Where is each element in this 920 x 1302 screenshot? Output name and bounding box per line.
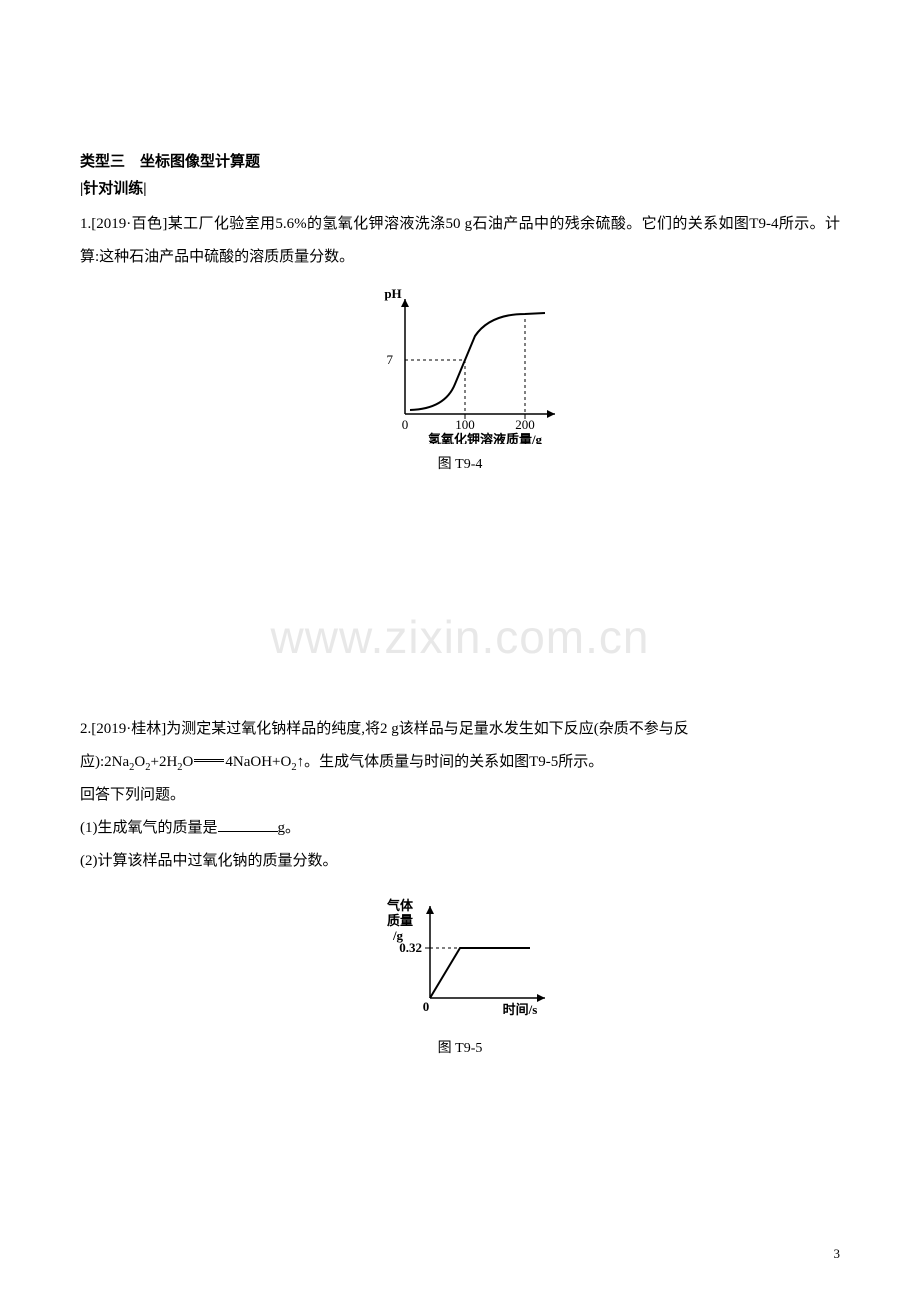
section-title: 类型三 坐标图像型计算题 xyxy=(80,150,840,171)
x-tick-0: 0 xyxy=(402,417,409,432)
q2-line1: 2.[2019·桂林]为测定某过氧化钠样品的纯度,将2 g该样品与足量水发生如下… xyxy=(80,713,840,779)
q2-part1-b: g。 xyxy=(278,820,301,836)
figure-t9-4: 7 pH 0 100 200 氢氧化钾溶液质量/g 图 T9-4 xyxy=(80,284,840,473)
q1-text: 1.[2019·百色]某工厂化验室用5.6%的氢氧化钾溶液洗涤50 g石油产品中… xyxy=(80,208,840,274)
q2-part1-a: (1)生成氧气的质量是 xyxy=(80,820,218,836)
reaction-line xyxy=(194,759,224,762)
page-content: 类型三 坐标图像型计算题 |针对训练| 1.[2019·百色]某工厂化验室用5.… xyxy=(80,150,840,1057)
x-tick-2: 200 xyxy=(515,417,535,432)
chart-t9-4: 7 pH 0 100 200 氢氧化钾溶液质量/g xyxy=(345,284,575,444)
subheader: |针对训练| xyxy=(80,177,840,198)
q2-part1: (1)生成氧气的质量是 g。 xyxy=(80,812,840,845)
y-label-l2: 质量 xyxy=(387,913,413,928)
q2-text-g: ↑。生成气体质量与时间的关系如图T9-5所示。 xyxy=(297,754,604,770)
figure-t9-4-caption: 图 T9-4 xyxy=(80,453,840,473)
x-axis-label-2: 时间/s xyxy=(503,1002,538,1017)
q2-line2: 回答下列问题。 xyxy=(80,779,840,812)
q2-text-d: +2H xyxy=(151,754,178,770)
chart-t9-5: 0.32 气体 质量 /g 0 时间/s xyxy=(360,888,560,1028)
page-number: 3 xyxy=(834,1246,841,1262)
x-axis-label: 氢氧化钾溶液质量/g xyxy=(428,432,543,444)
y-mark: 7 xyxy=(387,352,394,367)
figure-t9-5-caption: 图 T9-5 xyxy=(80,1037,840,1057)
q2-text-f: 4NaOH+O xyxy=(225,754,291,770)
x-tick-1: 100 xyxy=(455,417,475,432)
q2-part2: (2)计算该样品中过氧化钠的质量分数。 xyxy=(80,845,840,878)
y-axis-label: pH xyxy=(384,286,401,301)
y-label-l3: /g xyxy=(392,928,404,943)
blank-field xyxy=(218,817,278,832)
q2-text-a: 2.[2019·桂林]为测定某过氧化钠样品的纯度,将2 g该样品与足量水发生如下… xyxy=(80,721,689,737)
origin-0: 0 xyxy=(423,999,430,1014)
figure-t9-5: 0.32 气体 质量 /g 0 时间/s 图 T9-5 xyxy=(80,888,840,1057)
y-label-l1: 气体 xyxy=(387,898,414,913)
q2-text-b: 应):2Na xyxy=(80,754,129,770)
q2-text-c: O xyxy=(134,754,145,770)
q2-text-e: O xyxy=(183,754,194,770)
